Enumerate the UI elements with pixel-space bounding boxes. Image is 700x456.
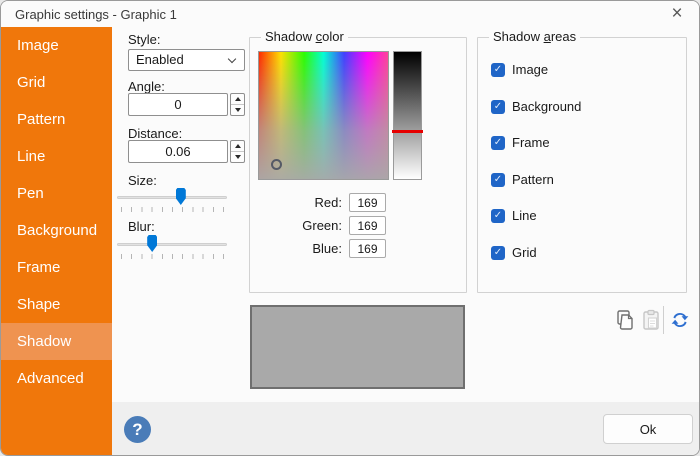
red-input[interactable] — [349, 193, 386, 212]
shadow-areas-group-label: Shadow areas — [489, 29, 581, 44]
toolbar-divider — [663, 306, 664, 334]
checkbox-checked-icon: ✓ — [491, 245, 505, 260]
color-value-bar[interactable] — [392, 51, 423, 180]
copy-button[interactable] — [614, 308, 638, 332]
blur-label: Blur: — [128, 219, 155, 234]
sidebar-item-pen[interactable]: Pen — [17, 185, 44, 202]
style-dropdown[interactable]: Enabled — [128, 49, 245, 71]
color-value-marker[interactable] — [392, 130, 423, 134]
checkbox-checked-icon: ✓ — [491, 62, 505, 77]
help-icon: ? — [132, 419, 143, 439]
green-input[interactable] — [349, 216, 386, 235]
titlebar[interactable]: Graphic settings - Graphic 1 × — [1, 1, 699, 27]
checkbox-checked-icon: ✓ — [491, 208, 505, 223]
distance-spin-down-icon[interactable] — [231, 151, 244, 162]
checkbox-frame[interactable]: ✓ Frame — [491, 135, 550, 150]
size-label: Size: — [128, 173, 157, 188]
paste-icon — [643, 309, 659, 330]
shadow-areas-group: Shadow areas ✓ Image ✓ Background ✓ Fram… — [477, 29, 687, 293]
red-label: Red: — [314, 195, 342, 210]
blue-label: Blue: — [312, 241, 342, 256]
checkbox-checked-icon: ✓ — [491, 172, 505, 187]
blur-slider[interactable] — [117, 234, 227, 262]
blur-slider-ticks — [121, 254, 224, 259]
angle-input[interactable] — [128, 93, 228, 116]
green-label: Green: — [302, 218, 342, 233]
angle-spin-up-icon[interactable] — [231, 94, 244, 105]
help-button[interactable]: ? — [124, 416, 151, 443]
content-panel: Style: Enabled Angle: Distance: Size: Bl… — [112, 27, 699, 402]
ok-button[interactable]: Ok — [603, 414, 693, 444]
style-label: Style: — [128, 32, 161, 47]
checkbox-image[interactable]: ✓ Image — [491, 62, 548, 77]
footer-bar: ? Ok — [112, 402, 699, 455]
distance-input[interactable] — [128, 140, 228, 163]
refresh-icon — [671, 312, 689, 328]
window-title: Graphic settings - Graphic 1 — [15, 7, 177, 22]
chevron-down-icon — [227, 54, 237, 64]
checkbox-line[interactable]: ✓ Line — [491, 208, 537, 223]
blur-slider-thumb[interactable] — [147, 235, 158, 252]
sidebar-item-advanced[interactable]: Advanced — [17, 370, 84, 387]
sidebar: Image Grid Pattern Line Pen Background F… — [1, 27, 112, 455]
checkbox-checked-icon: ✓ — [491, 135, 505, 150]
color-picker-field[interactable] — [258, 51, 389, 180]
sidebar-item-image[interactable]: Image — [17, 37, 59, 54]
sidebar-item-grid[interactable]: Grid — [17, 74, 46, 91]
size-slider-ticks — [121, 207, 224, 212]
blue-input[interactable] — [349, 239, 386, 258]
size-slider-track[interactable] — [117, 196, 227, 199]
blur-slider-track[interactable] — [117, 243, 227, 246]
size-slider-thumb[interactable] — [175, 188, 186, 205]
paste-button[interactable] — [639, 308, 663, 332]
checkbox-grid[interactable]: ✓ Grid — [491, 245, 537, 260]
distance-spinner — [230, 140, 245, 163]
shadow-preview — [250, 305, 465, 389]
distance-label: Distance: — [128, 126, 183, 141]
checkbox-pattern[interactable]: ✓ Pattern — [491, 172, 554, 187]
checkbox-background[interactable]: ✓ Background — [491, 99, 581, 114]
sidebar-item-shadow[interactable]: Shadow — [1, 323, 112, 360]
sidebar-item-background[interactable]: Background — [17, 222, 98, 239]
sidebar-item-shape[interactable]: Shape — [17, 296, 61, 313]
angle-label: Angle: — [128, 79, 165, 94]
sidebar-item-line[interactable]: Line — [17, 148, 46, 165]
size-slider[interactable] — [117, 187, 227, 215]
shadow-color-group: Shadow color Red: Green: Blue: — [249, 29, 467, 293]
refresh-button[interactable] — [668, 308, 692, 332]
angle-spin-down-icon[interactable] — [231, 104, 244, 115]
close-icon[interactable]: × — [671, 3, 683, 24]
sidebar-item-pattern[interactable]: Pattern — [17, 111, 66, 128]
shadow-color-group-label: Shadow color — [261, 29, 348, 44]
distance-spin-up-icon[interactable] — [231, 141, 244, 152]
color-picker-marker[interactable] — [271, 159, 283, 171]
checkbox-checked-icon: ✓ — [491, 99, 505, 114]
angle-spinner — [230, 93, 245, 116]
copy-icon — [617, 310, 633, 330]
style-dropdown-value: Enabled — [136, 52, 184, 67]
sidebar-item-frame[interactable]: Frame — [17, 259, 61, 276]
